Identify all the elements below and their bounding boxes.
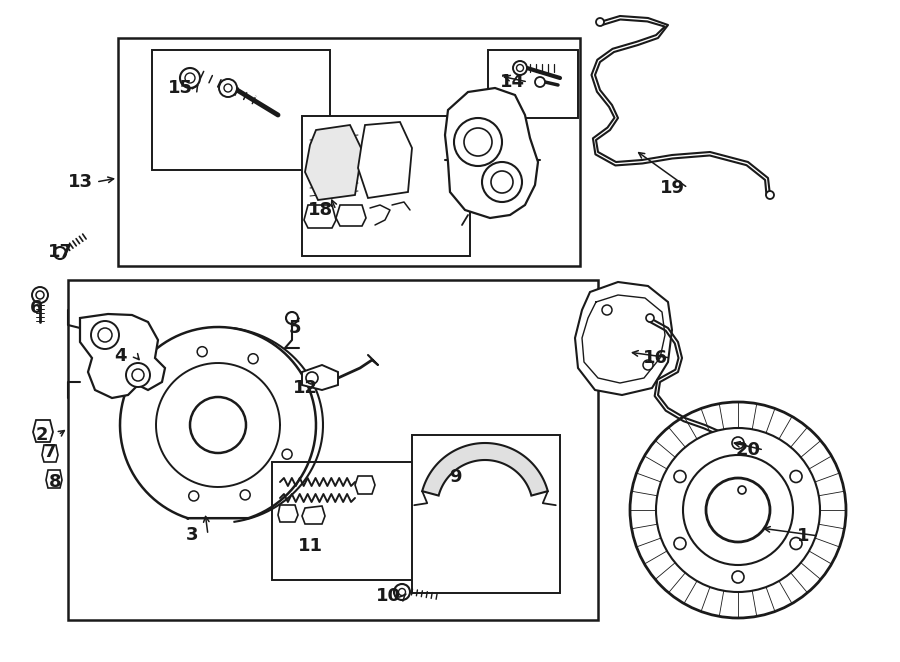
Circle shape [36, 291, 44, 299]
Circle shape [464, 128, 492, 156]
Circle shape [306, 372, 318, 384]
Circle shape [656, 428, 820, 592]
Circle shape [738, 486, 746, 494]
Text: 2: 2 [36, 426, 49, 444]
Text: 9: 9 [449, 468, 462, 486]
Text: 19: 19 [660, 179, 685, 197]
Text: 1: 1 [796, 527, 809, 545]
Circle shape [282, 449, 292, 459]
Text: 18: 18 [308, 201, 333, 219]
Polygon shape [336, 205, 366, 226]
Circle shape [219, 79, 237, 97]
Polygon shape [46, 470, 62, 488]
Circle shape [454, 118, 502, 166]
Circle shape [535, 77, 545, 87]
Bar [412, 435, 560, 593]
Circle shape [790, 538, 802, 549]
Circle shape [602, 305, 612, 315]
Circle shape [98, 328, 112, 342]
Circle shape [180, 68, 200, 88]
Polygon shape [575, 282, 672, 395]
Circle shape [513, 61, 527, 75]
Polygon shape [358, 122, 412, 198]
Circle shape [240, 490, 250, 500]
Circle shape [674, 471, 686, 483]
Circle shape [732, 437, 744, 449]
Circle shape [32, 287, 48, 303]
Text: 4: 4 [113, 347, 126, 365]
Circle shape [482, 162, 522, 202]
Circle shape [185, 73, 195, 83]
Circle shape [126, 363, 150, 387]
Bar [488, 50, 578, 118]
Circle shape [132, 369, 144, 381]
Text: 6: 6 [30, 299, 42, 317]
Circle shape [517, 64, 524, 71]
Text: 16: 16 [643, 349, 668, 367]
Polygon shape [445, 88, 538, 218]
Circle shape [596, 18, 604, 26]
Text: 11: 11 [298, 537, 322, 555]
Text: 7: 7 [44, 443, 57, 461]
Polygon shape [305, 125, 362, 200]
Circle shape [491, 171, 513, 193]
Circle shape [643, 360, 653, 370]
Circle shape [706, 478, 770, 542]
Text: 15: 15 [167, 79, 193, 97]
Bar [302, 116, 470, 256]
Circle shape [286, 312, 298, 324]
Polygon shape [302, 365, 338, 390]
Circle shape [790, 471, 802, 483]
Text: 3: 3 [185, 526, 198, 544]
Circle shape [54, 247, 66, 259]
Bar [68, 280, 598, 620]
Circle shape [394, 584, 410, 600]
Text: 5: 5 [289, 319, 302, 337]
Bar [272, 462, 420, 580]
Text: 12: 12 [292, 379, 318, 397]
Polygon shape [304, 205, 336, 228]
Polygon shape [33, 420, 53, 442]
Polygon shape [278, 505, 298, 522]
Polygon shape [355, 476, 375, 494]
Bar [118, 38, 580, 266]
Text: 20: 20 [735, 441, 760, 459]
Polygon shape [42, 445, 58, 462]
Circle shape [630, 402, 846, 618]
Circle shape [248, 354, 258, 363]
Circle shape [91, 321, 119, 349]
Text: 8: 8 [49, 473, 61, 491]
Circle shape [683, 455, 793, 565]
Polygon shape [302, 506, 325, 524]
Text: 14: 14 [500, 73, 525, 91]
Circle shape [732, 571, 744, 583]
Polygon shape [80, 314, 165, 398]
Polygon shape [422, 443, 548, 496]
Text: 17: 17 [48, 243, 73, 261]
Text: 10: 10 [375, 587, 401, 605]
Bar [152, 50, 330, 170]
Circle shape [399, 589, 406, 596]
Circle shape [224, 84, 232, 92]
Circle shape [766, 191, 774, 199]
Circle shape [674, 538, 686, 549]
Circle shape [190, 397, 246, 453]
Circle shape [197, 347, 207, 357]
Circle shape [646, 314, 654, 322]
Text: 13: 13 [68, 173, 93, 191]
Circle shape [189, 491, 199, 501]
